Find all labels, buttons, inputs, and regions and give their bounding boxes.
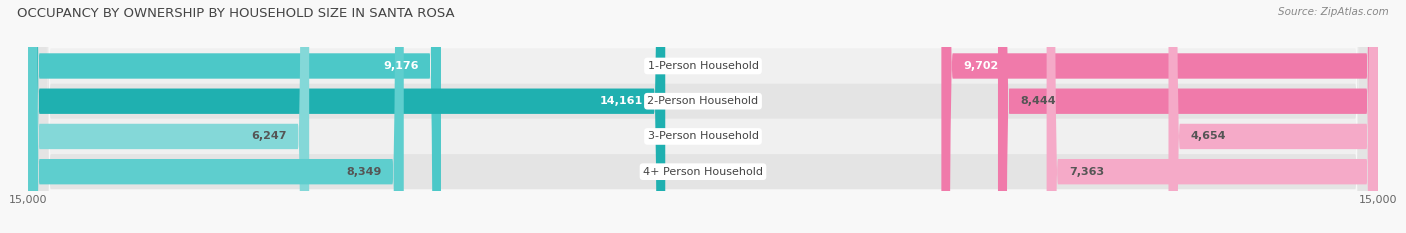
FancyBboxPatch shape xyxy=(28,0,404,233)
FancyBboxPatch shape xyxy=(1046,0,1378,233)
Text: 4,654: 4,654 xyxy=(1191,131,1226,141)
FancyBboxPatch shape xyxy=(28,0,1378,233)
Text: 3-Person Household: 3-Person Household xyxy=(648,131,758,141)
FancyBboxPatch shape xyxy=(28,0,1378,233)
Text: 6,247: 6,247 xyxy=(252,131,287,141)
FancyBboxPatch shape xyxy=(28,0,1378,233)
FancyBboxPatch shape xyxy=(998,0,1378,233)
FancyBboxPatch shape xyxy=(28,0,665,233)
Text: Source: ZipAtlas.com: Source: ZipAtlas.com xyxy=(1278,7,1389,17)
Text: 7,363: 7,363 xyxy=(1069,167,1104,177)
Text: 2-Person Household: 2-Person Household xyxy=(647,96,759,106)
FancyBboxPatch shape xyxy=(28,0,441,233)
Text: 9,702: 9,702 xyxy=(965,61,1000,71)
FancyBboxPatch shape xyxy=(1168,0,1378,233)
Text: 8,349: 8,349 xyxy=(346,167,381,177)
Text: 9,176: 9,176 xyxy=(382,61,419,71)
Text: 1-Person Household: 1-Person Household xyxy=(648,61,758,71)
FancyBboxPatch shape xyxy=(28,0,1378,233)
FancyBboxPatch shape xyxy=(28,0,309,233)
FancyBboxPatch shape xyxy=(942,0,1378,233)
Text: OCCUPANCY BY OWNERSHIP BY HOUSEHOLD SIZE IN SANTA ROSA: OCCUPANCY BY OWNERSHIP BY HOUSEHOLD SIZE… xyxy=(17,7,454,20)
Text: 8,444: 8,444 xyxy=(1021,96,1056,106)
Text: 14,161: 14,161 xyxy=(599,96,643,106)
Text: 4+ Person Household: 4+ Person Household xyxy=(643,167,763,177)
